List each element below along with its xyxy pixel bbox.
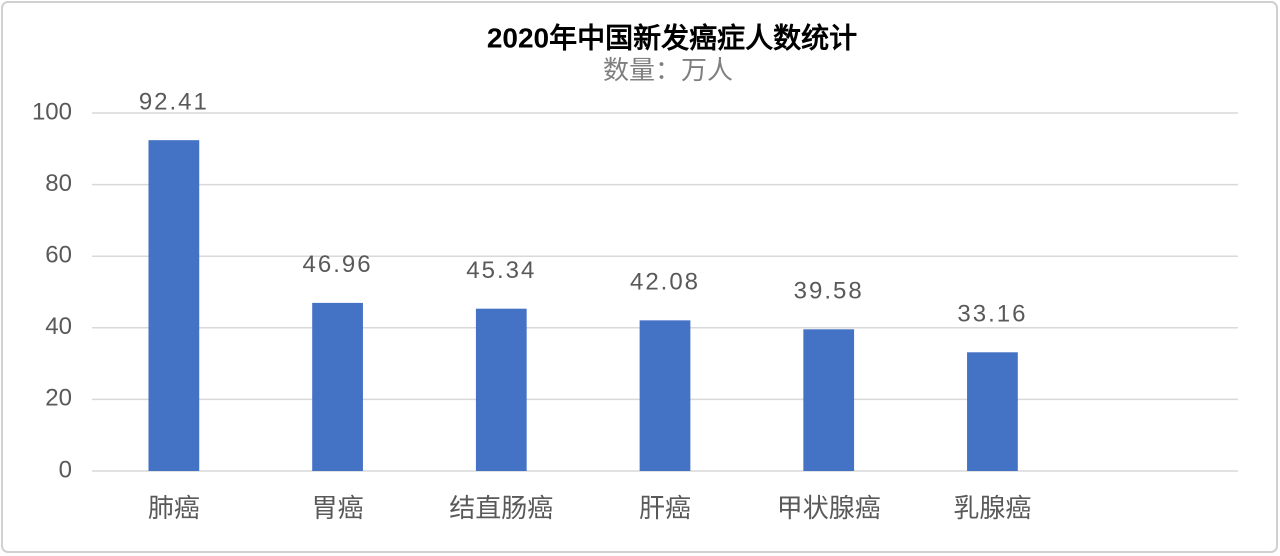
bar xyxy=(639,320,691,471)
bar xyxy=(803,329,855,471)
y-tick-label: 60 xyxy=(45,242,72,269)
bar xyxy=(967,352,1018,471)
bar xyxy=(475,308,527,471)
data-label: 42.08 xyxy=(630,269,700,296)
bar xyxy=(312,302,363,471)
data-label: 45.34 xyxy=(466,257,536,284)
x-tick-label: 肺癌 xyxy=(148,493,200,523)
y-tick-label: 20 xyxy=(45,385,72,412)
x-tick-label: 结直肠癌 xyxy=(449,493,553,523)
bar xyxy=(148,140,200,472)
chart-subtitle: 数量：万人 xyxy=(603,55,733,85)
x-tick-label: 胃癌 xyxy=(312,493,364,523)
x-tick-label: 乳腺癌 xyxy=(953,493,1031,523)
data-label: 33.16 xyxy=(957,301,1027,328)
data-label: 92.41 xyxy=(139,89,209,116)
data-label: 46.96 xyxy=(303,251,373,278)
y-tick-label: 0 xyxy=(59,456,72,483)
y-tick-label: 100 xyxy=(32,98,72,125)
x-tick-label: 肝癌 xyxy=(639,493,691,523)
y-tick-label: 40 xyxy=(45,313,72,340)
x-tick-label: 甲状腺癌 xyxy=(777,493,881,523)
data-label: 39.58 xyxy=(794,278,864,305)
chart-title: 2020年中国新发癌症人数统计 xyxy=(487,21,857,53)
y-tick-label: 80 xyxy=(45,170,72,197)
